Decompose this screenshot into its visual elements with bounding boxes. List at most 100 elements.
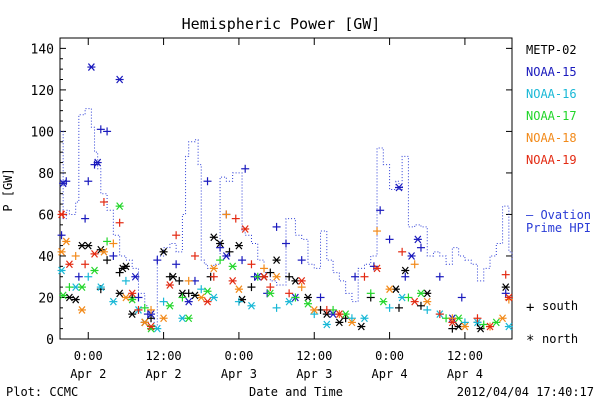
north-data-point — [285, 297, 294, 306]
south-data-point — [203, 177, 212, 186]
south-data-point — [385, 303, 394, 312]
north-data-point — [504, 293, 513, 302]
south-marker-symbol: + — [526, 300, 534, 316]
chart-title: Hemispheric Power [GW] — [182, 15, 381, 33]
y-tick-label: 60 — [38, 208, 54, 223]
south-data-point — [501, 270, 510, 279]
south-data-point — [385, 235, 394, 244]
south-data-point — [448, 314, 457, 323]
south-data-point — [109, 239, 118, 248]
plot-frame — [59, 37, 513, 340]
south-data-point — [395, 303, 403, 312]
north-data-point — [57, 210, 66, 219]
x-tick-label-date: Apr 3 — [221, 367, 257, 381]
north-data-point — [147, 322, 156, 331]
north-data-point — [65, 293, 74, 302]
north-data-point — [96, 283, 105, 291]
north-data-point — [241, 225, 250, 233]
south-data-point — [501, 289, 510, 298]
south-data-point — [209, 272, 218, 281]
south-data-point — [84, 272, 93, 281]
south-data-point — [247, 260, 256, 269]
north-data-point — [476, 324, 485, 333]
north-data-point — [260, 272, 269, 281]
south-data-point — [297, 283, 306, 292]
north-data-point — [209, 293, 218, 302]
north-data-point — [247, 301, 256, 310]
north-data-point — [203, 297, 212, 306]
north-data-point — [121, 262, 130, 271]
north-data-point — [272, 272, 281, 281]
north-data-point — [90, 266, 99, 275]
south-data-point — [247, 283, 256, 292]
legend-entry-noaa-15: NOAA-15 — [526, 65, 577, 79]
north-data-point — [401, 266, 410, 275]
south-data-point — [238, 256, 247, 265]
south-data-point — [159, 297, 168, 306]
footer-timestamp: 2012/04/04 17:40:17 — [457, 385, 594, 399]
north-data-point — [385, 285, 394, 294]
north-data-point — [395, 183, 403, 192]
north-data-point — [423, 297, 432, 306]
north-data-point — [448, 318, 457, 327]
north-data-point — [310, 306, 319, 314]
south-data-point — [272, 303, 281, 312]
south-data-point — [231, 214, 240, 223]
x-tick-label-date: Apr 3 — [296, 367, 332, 381]
south-data-point — [81, 214, 90, 223]
north-data-point — [59, 179, 68, 188]
north-data-point — [335, 318, 344, 327]
north-data-point — [228, 262, 237, 271]
y-tick-label: 40 — [38, 250, 54, 265]
south-data-point — [134, 305, 143, 314]
south-data-point — [457, 293, 466, 302]
south-data-point — [115, 218, 124, 227]
north-data-point — [115, 75, 124, 84]
south-data-point — [435, 272, 444, 281]
south-data-point — [448, 324, 457, 333]
south-data-point — [266, 283, 275, 292]
south-data-point — [401, 272, 410, 281]
south-data-point — [291, 293, 300, 302]
north-data-point — [128, 295, 137, 304]
y-tick-label: 120 — [31, 84, 54, 99]
south-data-point — [410, 260, 419, 269]
north-data-point — [184, 297, 193, 306]
south-data-point — [285, 289, 294, 298]
north-data-point — [93, 158, 102, 167]
north-data-point — [197, 293, 206, 302]
data-markers — [57, 63, 513, 333]
south-data-point — [99, 197, 108, 206]
south-data-point — [282, 239, 290, 248]
south-data-point — [197, 285, 206, 294]
south-data-point — [65, 283, 74, 292]
y-axis-label: P [GW] — [1, 168, 15, 211]
north-data-point — [147, 310, 156, 318]
south-data-point — [404, 293, 413, 302]
south-data-point — [216, 256, 225, 265]
north-data-point — [203, 287, 212, 296]
x-axis-label: Date and Time — [249, 385, 343, 399]
south-data-point — [147, 305, 156, 314]
north-data-point — [486, 322, 495, 331]
north-data-point — [165, 301, 174, 310]
north-data-point — [90, 249, 99, 258]
south-data-point — [416, 301, 425, 310]
south-data-point — [225, 247, 234, 256]
x-tick-label-time: 12:00 — [296, 349, 332, 363]
north-data-point — [303, 293, 312, 302]
south-data-point — [260, 264, 269, 273]
north-data-point — [498, 314, 507, 323]
north-data-point — [99, 247, 108, 256]
north-data-point — [184, 314, 193, 323]
north-data-point — [222, 252, 231, 260]
south-data-point — [134, 293, 143, 302]
south-data-point — [234, 297, 243, 306]
north-data-point — [266, 289, 275, 298]
south-data-point — [216, 243, 225, 252]
y-tick-label: 140 — [31, 42, 54, 57]
south-data-point — [222, 210, 231, 219]
north-data-point — [65, 260, 74, 269]
